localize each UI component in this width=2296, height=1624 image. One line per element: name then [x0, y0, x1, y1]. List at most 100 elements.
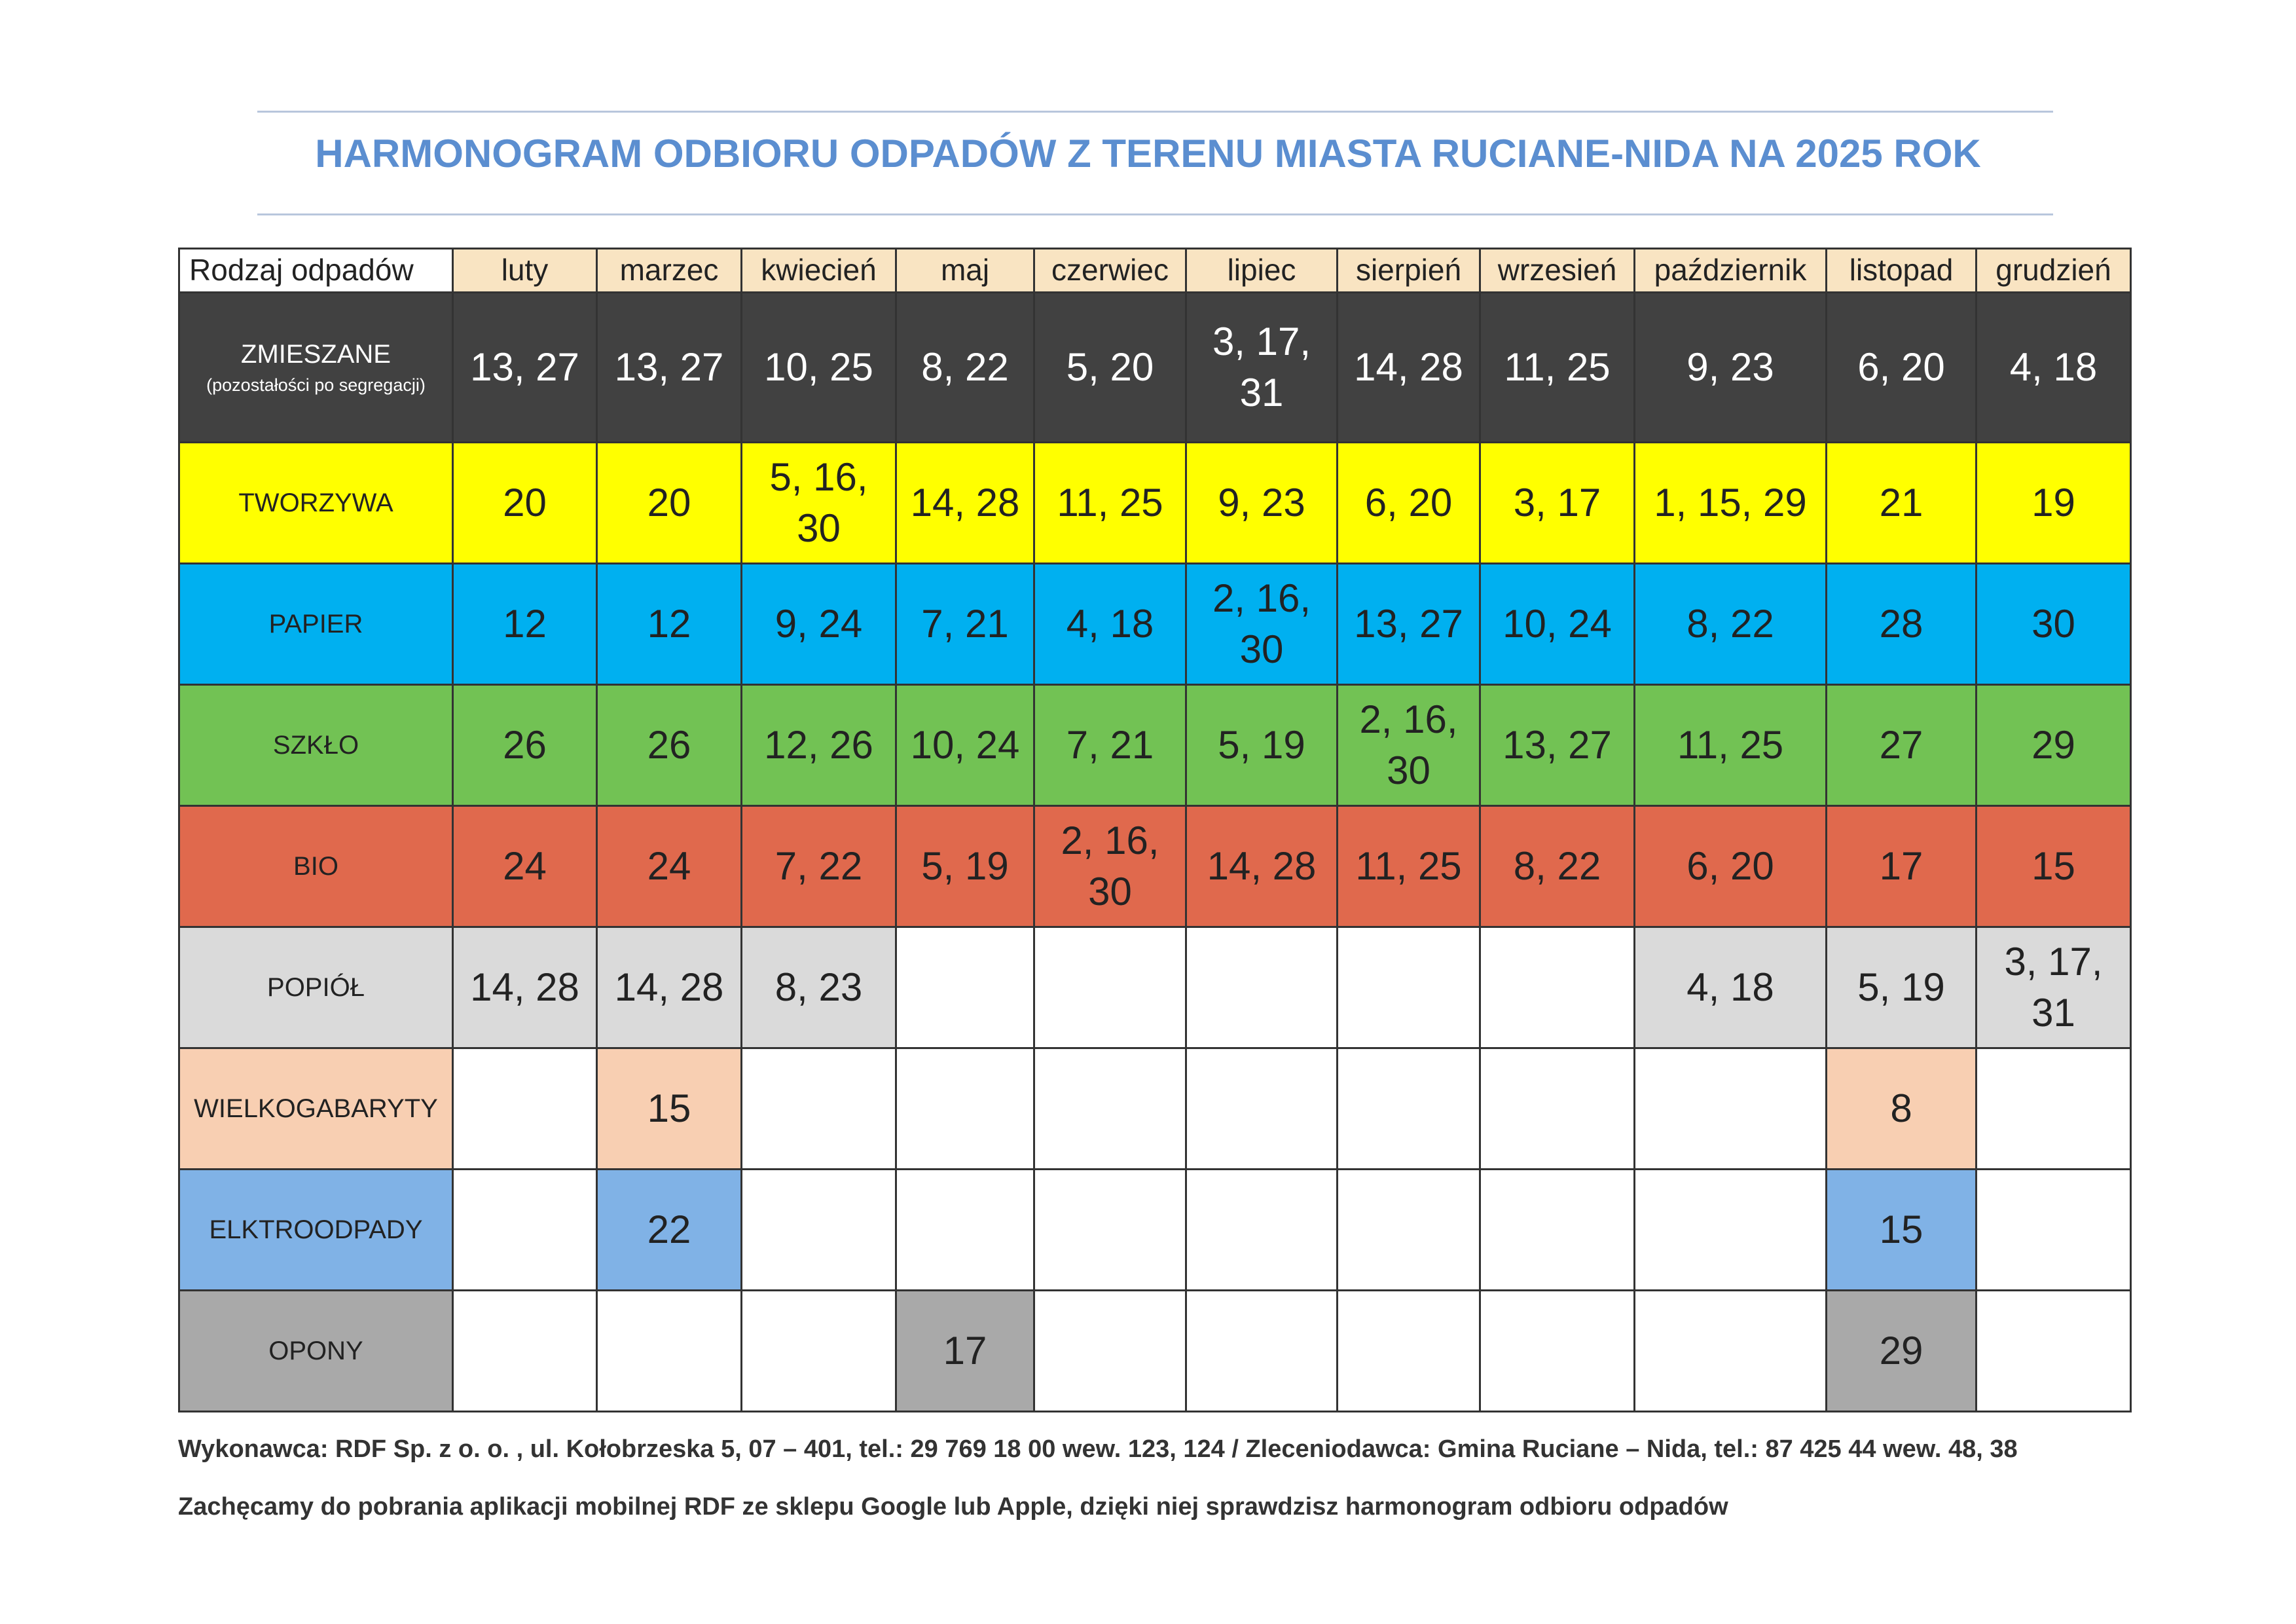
- pickup-dates: 17: [895, 1289, 1035, 1412]
- pickup-dates: 20: [452, 441, 598, 564]
- pickup-dates: 22: [596, 1168, 742, 1291]
- pickup-dates: 12: [596, 563, 742, 686]
- empty-cell: [1479, 926, 1635, 1049]
- month-header: maj: [895, 248, 1035, 293]
- pickup-dates: 5, 19: [1825, 926, 1977, 1049]
- month-header: marzec: [596, 248, 742, 293]
- waste-type-label: PAPIER: [268, 610, 363, 638]
- empty-cell: [1975, 1047, 2132, 1170]
- pickup-dates: 13, 27: [452, 291, 598, 443]
- waste-type-sublabel: (pozostałości po segregacji): [206, 375, 426, 396]
- empty-cell: [1336, 1168, 1481, 1291]
- empty-cell: [452, 1168, 598, 1291]
- waste-row: BIO 24 24 7, 22 5, 19 2, 16, 30 14, 28 11, 25 8,…: [178, 805, 2132, 928]
- empty-cell: [740, 1289, 897, 1412]
- pickup-dates: 8, 22: [895, 291, 1035, 443]
- pickup-dates: 3, 17, 31: [1975, 926, 2132, 1049]
- pickup-dates: 8, 23: [740, 926, 897, 1049]
- waste-type-label: POPIÓŁ: [267, 973, 365, 1002]
- schedule-table: Rodzaj odpadów luty marzec kwiecień maj czer…: [178, 248, 2132, 1412]
- pickup-dates: 27: [1825, 684, 1977, 807]
- table-body: ZMIESZANE (pozostałości po segregacji) 13,…: [178, 291, 2132, 1412]
- month-header: wrzesień: [1479, 248, 1635, 293]
- waste-row: OPONY 17 29: [178, 1289, 2132, 1412]
- pickup-dates: 21: [1825, 441, 1977, 564]
- waste-type: OPONY: [178, 1289, 454, 1412]
- header-row: Rodzaj odpadów luty marzec kwiecień maj czer…: [178, 248, 2132, 293]
- waste-type: PAPIER: [178, 563, 454, 686]
- pickup-dates: 30: [1975, 563, 2132, 686]
- pickup-dates: 7, 21: [1033, 684, 1187, 807]
- pickup-dates: 5, 19: [1185, 684, 1338, 807]
- pickup-dates: 29: [1825, 1289, 1977, 1412]
- pickup-dates: 13, 27: [1479, 684, 1635, 807]
- waste-row: WIELKOGABARYTY 15 8: [178, 1047, 2132, 1170]
- waste-type: ELKTROODPADY: [178, 1168, 454, 1291]
- waste-row: ZMIESZANE (pozostałości po segregacji) 13,…: [178, 291, 2132, 443]
- empty-cell: [1479, 1047, 1635, 1170]
- waste-row: PAPIER 12 12 9, 24 7, 21 4, 18 2, 16, 30 13, 27…: [178, 563, 2132, 686]
- empty-cell: [1336, 926, 1481, 1049]
- title: HARMONOGRAM ODBIORU ODPADÓW Z TERENU MIA…: [315, 132, 1981, 175]
- pickup-dates: 15: [1825, 1168, 1977, 1291]
- empty-cell: [1033, 1168, 1187, 1291]
- corner-header: Rodzaj odpadów: [178, 248, 454, 293]
- pickup-dates: 19: [1975, 441, 2132, 564]
- empty-cell: [740, 1047, 897, 1170]
- pickup-dates: 6, 20: [1633, 805, 1827, 928]
- month-header: kwiecień: [740, 248, 897, 293]
- empty-cell: [1185, 926, 1338, 1049]
- pickup-dates: 17: [1825, 805, 1977, 928]
- empty-cell: [1633, 1047, 1827, 1170]
- waste-type-label: SZKŁO: [272, 731, 359, 760]
- pickup-dates: 3, 17: [1479, 441, 1635, 564]
- pickup-dates: 28: [1825, 563, 1977, 686]
- pickup-dates: 5, 20: [1033, 291, 1187, 443]
- pickup-dates: 29: [1975, 684, 2132, 807]
- pickup-dates: 6, 20: [1825, 291, 1977, 443]
- waste-type-label: TWORZYWA: [238, 489, 393, 517]
- waste-type: SZKŁO: [178, 684, 454, 807]
- empty-cell: [1185, 1047, 1338, 1170]
- waste-type-label: WIELKOGABARYTY: [194, 1094, 438, 1123]
- pickup-dates: 10, 25: [740, 291, 897, 443]
- empty-cell: [1033, 1289, 1187, 1412]
- empty-cell: [1633, 1168, 1827, 1291]
- bottom-rule: [257, 213, 2053, 215]
- month-header: październik: [1633, 248, 1827, 293]
- waste-row: POPIÓŁ 14, 28 14, 28 8, 23 4, 18 5, 19 3, 17, …: [178, 926, 2132, 1049]
- pickup-dates: 7, 21: [895, 563, 1035, 686]
- pickup-dates: 3, 17, 31: [1185, 291, 1338, 443]
- pickup-dates: 13, 27: [596, 291, 742, 443]
- pickup-dates: 8: [1825, 1047, 1977, 1170]
- waste-row: SZKŁO 26 26 12, 26 10, 24 7, 21 5, 19 2, 16, 30…: [178, 684, 2132, 807]
- pickup-dates: 11, 25: [1033, 441, 1187, 564]
- month-header: listopad: [1825, 248, 1977, 293]
- pickup-dates: 8, 22: [1633, 563, 1827, 686]
- empty-cell: [1479, 1168, 1635, 1291]
- empty-cell: [895, 926, 1035, 1049]
- waste-type: WIELKOGABARYTY: [178, 1047, 454, 1170]
- waste-type: TWORZYWA: [178, 441, 454, 564]
- empty-cell: [1975, 1289, 2132, 1412]
- pickup-dates: 9, 23: [1633, 291, 1827, 443]
- pickup-dates: 2, 16, 30: [1033, 805, 1187, 928]
- pickup-dates: 24: [452, 805, 598, 928]
- waste-type: ZMIESZANE (pozostałości po segregacji): [178, 291, 454, 443]
- waste-type-label: OPONY: [268, 1337, 363, 1365]
- pickup-dates: 9, 23: [1185, 441, 1338, 564]
- pickup-dates: 14, 28: [452, 926, 598, 1049]
- pickup-dates: 14, 28: [1185, 805, 1338, 928]
- waste-type-label: BIO: [293, 852, 338, 881]
- pickup-dates: 4, 18: [1975, 291, 2132, 443]
- empty-cell: [1479, 1289, 1635, 1412]
- pickup-dates: 11, 25: [1633, 684, 1827, 807]
- pickup-dates: 12: [452, 563, 598, 686]
- empty-cell: [895, 1168, 1035, 1291]
- month-header: czerwiec: [1033, 248, 1187, 293]
- pickup-dates: 13, 27: [1336, 563, 1481, 686]
- app-note: Zachęcamy do pobrania aplikacji mobilnej…: [178, 1493, 1728, 1521]
- contractor-note: Wykonawca: RDF Sp. z o. o. , ul. Kołobrz…: [178, 1435, 2018, 1463]
- month-header: sierpień: [1336, 248, 1481, 293]
